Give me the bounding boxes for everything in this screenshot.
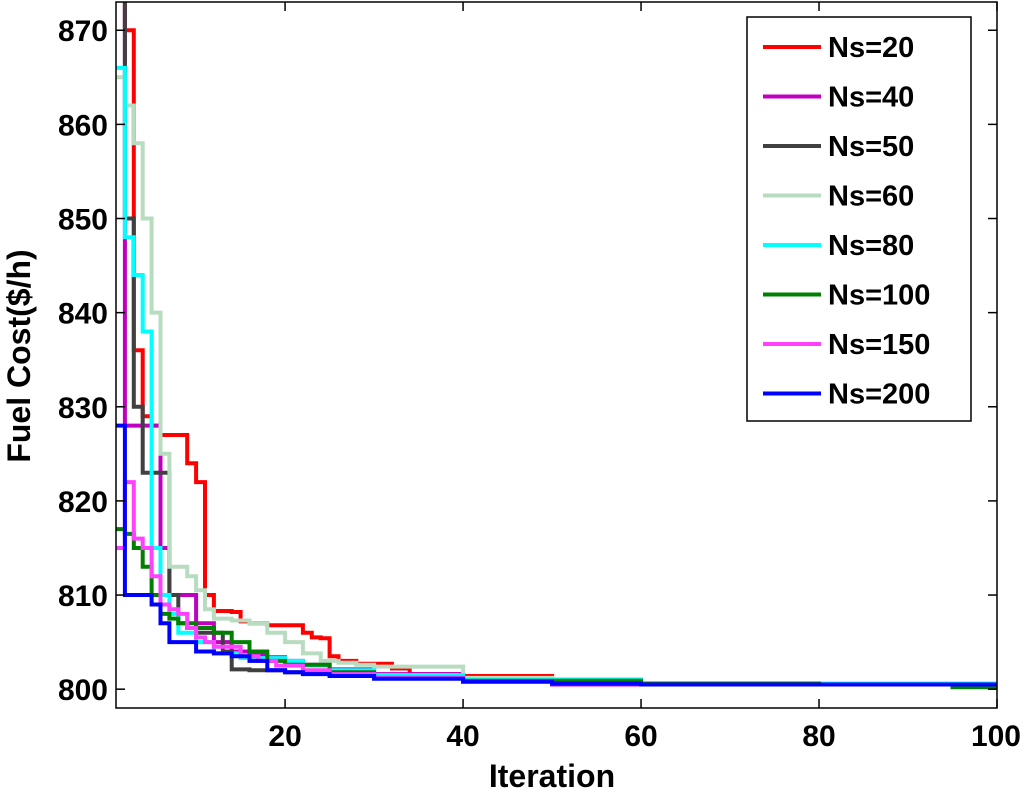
legend-box xyxy=(746,16,972,422)
y-tick-label: 870 xyxy=(58,15,108,48)
ticks-layer: 800 810 820 830 840 850 860 870 20 40 60 80 100 xyxy=(58,2,1021,753)
legend-label: Ns=200 xyxy=(828,379,930,411)
x-tick-label: 60 xyxy=(624,720,657,753)
legend-label: Ns=40 xyxy=(828,82,914,114)
y-tick-label: 860 xyxy=(58,109,108,142)
y-tick-label: 840 xyxy=(58,298,108,331)
legend-label: Ns=50 xyxy=(828,131,914,163)
y-tick-label: 850 xyxy=(58,204,108,237)
series-line-ns-60 xyxy=(116,75,997,687)
legend-label: Ns=60 xyxy=(828,181,914,213)
x-axis-label: Iteration xyxy=(489,758,615,793)
y-tick-label: 800 xyxy=(58,674,108,707)
legend-label: Ns=20 xyxy=(828,32,914,64)
legend-label: Ns=150 xyxy=(828,329,930,361)
x-tick-label: 40 xyxy=(446,720,479,753)
plot-frame xyxy=(115,1,998,709)
y-tick-label: 830 xyxy=(58,392,108,425)
y-axis-label: Fuel Cost($/h) xyxy=(1,249,37,462)
x-tick-label: 80 xyxy=(802,720,835,753)
x-tick-label: 100 xyxy=(971,720,1021,753)
x-tick-label: 20 xyxy=(268,720,301,753)
legend-label: Ns=80 xyxy=(828,230,914,262)
series-line-ns-200 xyxy=(116,423,997,687)
y-tick-label: 820 xyxy=(58,486,108,519)
series-layer xyxy=(116,2,997,690)
legend: Ns=20 Ns=40 Ns=50 Ns=60 Ns=80 Ns=100 Ns=150 Ns=… xyxy=(746,16,972,422)
legend-label: Ns=100 xyxy=(828,280,930,312)
y-tick-label: 810 xyxy=(58,580,108,613)
